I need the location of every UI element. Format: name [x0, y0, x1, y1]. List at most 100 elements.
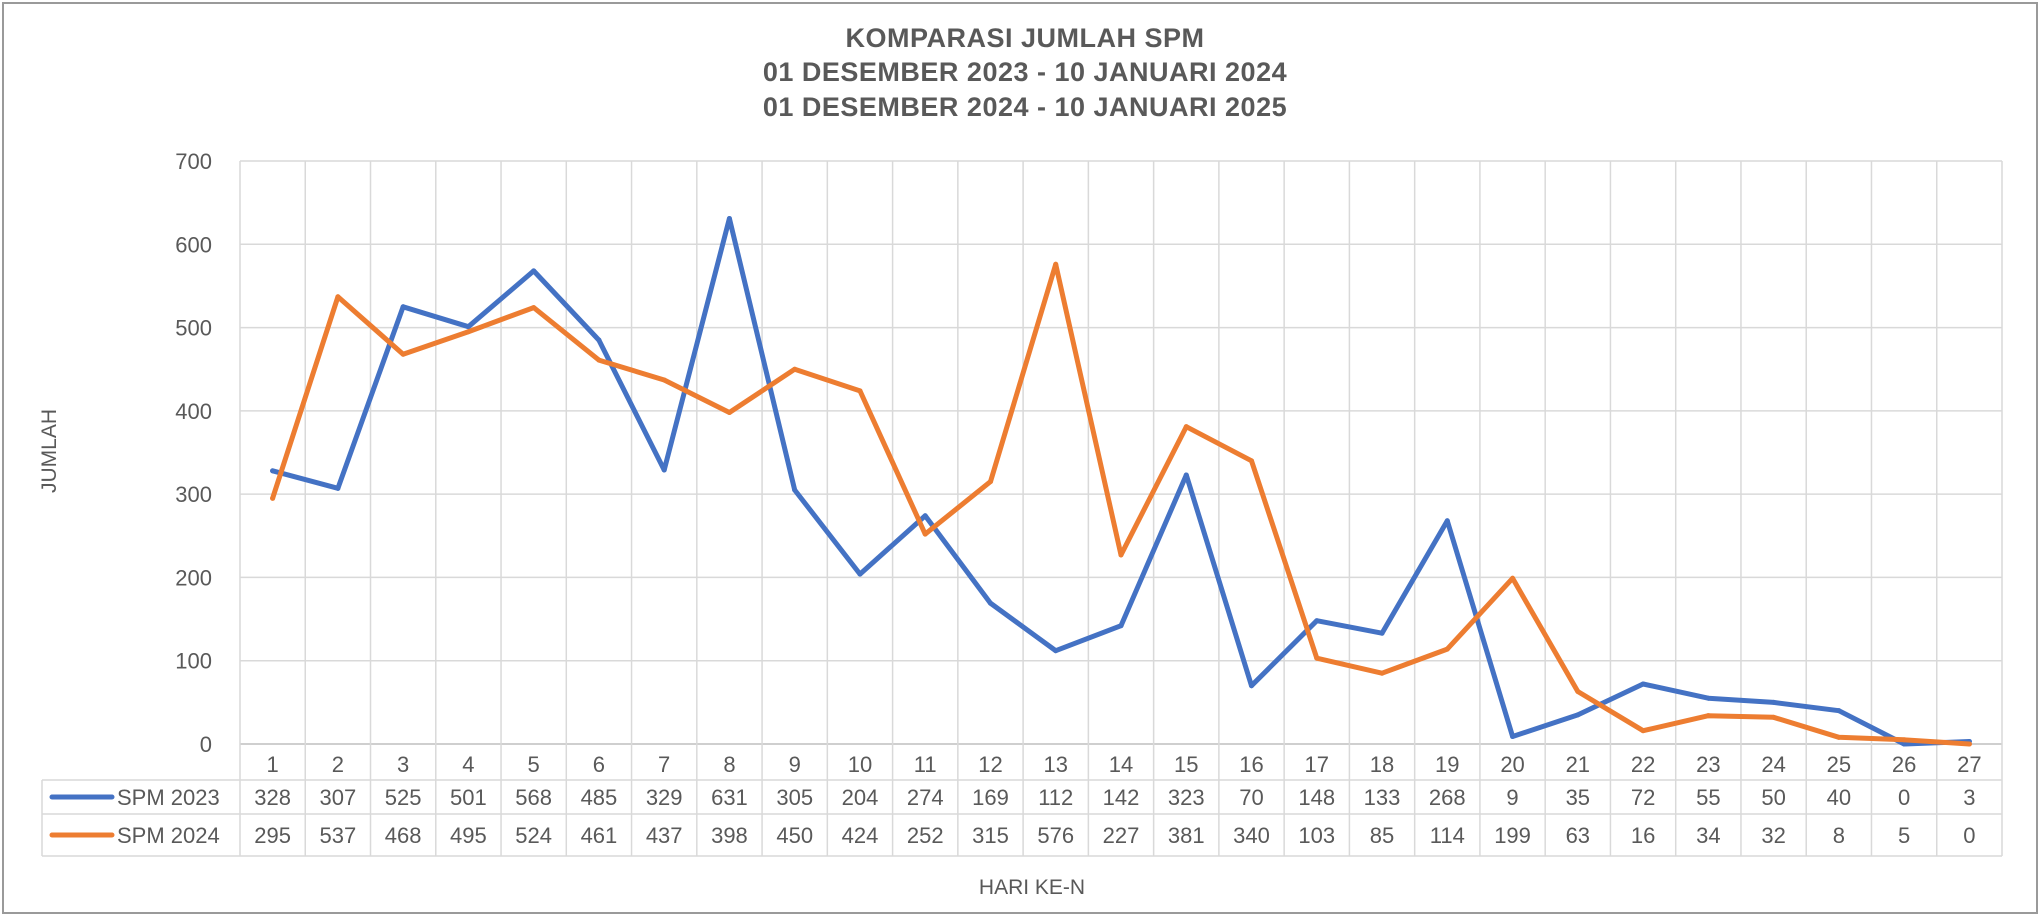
data-label: 424: [842, 823, 879, 848]
series-line-2: [270, 261, 1972, 747]
x-tick-label: 14: [1109, 752, 1133, 777]
data-point: [987, 600, 993, 606]
data-label: 537: [320, 823, 357, 848]
data-point: [1249, 458, 1255, 464]
x-tick-label: 20: [1500, 752, 1524, 777]
data-point: [465, 324, 471, 330]
data-label: 398: [711, 823, 748, 848]
data-point: [1053, 648, 1059, 654]
data-label: 114: [1430, 823, 1465, 848]
x-tick-label: 9: [789, 752, 801, 777]
x-tick-label: 10: [848, 752, 872, 777]
data-label: 85: [1370, 823, 1394, 848]
y-axis-title: JUMLAH: [38, 409, 61, 493]
data-point: [1771, 714, 1777, 720]
data-point: [1705, 713, 1711, 719]
data-point: [1901, 741, 1907, 747]
data-label: 50: [1761, 785, 1785, 810]
data-point: [1314, 655, 1320, 661]
x-tick-label: 2: [332, 752, 344, 777]
data-label: 8: [1833, 823, 1845, 848]
data-label: 631: [711, 785, 748, 810]
data-point: [1510, 734, 1516, 740]
data-label: 461: [581, 823, 618, 848]
data-point: [1901, 737, 1907, 743]
data-label: 16: [1631, 823, 1655, 848]
data-point: [1183, 424, 1189, 430]
x-tick-label: 27: [1957, 752, 1981, 777]
data-label: 103: [1298, 823, 1335, 848]
y-tick-label: 0: [200, 732, 212, 757]
x-tick-label: 25: [1827, 752, 1851, 777]
data-point: [1510, 575, 1516, 581]
data-label: 274: [907, 785, 944, 810]
data-point: [792, 487, 798, 493]
data-label: 305: [776, 785, 813, 810]
y-tick-label: 100: [175, 649, 212, 674]
data-label: 204: [842, 785, 879, 810]
x-tick-label: 16: [1239, 752, 1263, 777]
data-point: [1836, 734, 1842, 740]
data-label: 568: [515, 785, 552, 810]
data-point: [1118, 623, 1124, 629]
data-label: 112: [1038, 785, 1073, 810]
data-point: [1183, 472, 1189, 478]
x-tick-label: 3: [397, 752, 409, 777]
y-tick-label: 600: [175, 232, 212, 257]
x-tick-label: 18: [1370, 752, 1394, 777]
y-tick-label: 500: [175, 316, 212, 341]
legend-label-1: SPM 2023: [117, 785, 220, 810]
data-point: [531, 305, 537, 311]
data-label: 468: [385, 823, 422, 848]
data-label: 70: [1239, 785, 1263, 810]
x-tick-label: 11: [914, 752, 937, 777]
data-label: 63: [1566, 823, 1590, 848]
data-point: [726, 215, 732, 221]
data-label: 381: [1168, 823, 1205, 848]
data-label: 0: [1963, 823, 1975, 848]
legend-label-2: SPM 2024: [117, 823, 220, 848]
x-tick-label: 7: [658, 752, 670, 777]
data-point: [1575, 712, 1581, 718]
data-point: [1314, 618, 1320, 624]
data-point: [857, 388, 863, 394]
data-point: [1053, 261, 1059, 267]
data-label: 485: [581, 785, 618, 810]
data-point: [661, 467, 667, 473]
data-label: 525: [385, 785, 422, 810]
x-tick-label: 15: [1174, 752, 1198, 777]
x-tick-label: 13: [1043, 752, 1067, 777]
data-point: [987, 479, 993, 485]
line-chart: KOMPARASI JUMLAH SPM 01 DESEMBER 2023 - …: [38, 23, 2003, 899]
y-tick-label: 200: [175, 565, 212, 590]
data-point: [335, 485, 341, 491]
data-point: [661, 377, 667, 383]
data-label: 3: [1963, 785, 1975, 810]
data-point: [335, 294, 341, 300]
data-label: 329: [646, 785, 683, 810]
data-point: [922, 531, 928, 537]
data-label: 5: [1898, 823, 1910, 848]
data-label: 227: [1103, 823, 1140, 848]
data-label: 524: [515, 823, 552, 848]
x-axis-title: HARI KE-N: [979, 876, 1085, 899]
data-label: 199: [1494, 823, 1531, 848]
data-point: [1444, 646, 1450, 652]
data-point: [596, 357, 602, 363]
data-label: 34: [1696, 823, 1720, 848]
data-point: [400, 351, 406, 357]
x-tick-label: 1: [267, 752, 279, 777]
x-tick-label: 21: [1566, 752, 1590, 777]
data-label: 32: [1761, 823, 1785, 848]
data-point: [1118, 552, 1124, 558]
data-point: [1444, 518, 1450, 524]
x-tick-label: 24: [1761, 752, 1785, 777]
data-point: [270, 468, 276, 474]
data-label: 295: [254, 823, 291, 848]
data-label: 142: [1103, 785, 1140, 810]
x-tick-label: 23: [1696, 752, 1720, 777]
data-label: 576: [1037, 823, 1074, 848]
x-tick-label: 12: [978, 752, 1002, 777]
data-label: 307: [320, 785, 357, 810]
series-line-1: [270, 216, 1972, 747]
